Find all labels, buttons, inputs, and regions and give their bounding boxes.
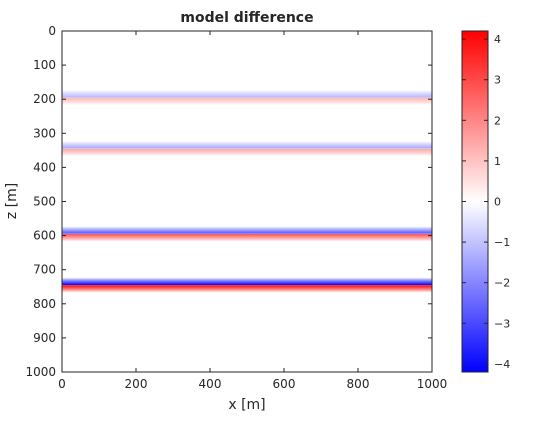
colorbar-tick-label: 1 <box>494 155 501 168</box>
z-tick-label: 400 <box>33 160 56 174</box>
z-tick-label: 600 <box>33 229 56 243</box>
x-tick-label: 400 <box>199 377 222 391</box>
interface-bands <box>62 89 432 293</box>
colorbar-tick-label: 3 <box>494 74 501 87</box>
x-tick-label: 1000 <box>417 377 448 391</box>
interface-band <box>62 141 432 157</box>
x-tick-label: 600 <box>273 377 296 391</box>
colorbar-tick-label: −2 <box>494 277 510 290</box>
x-axis-label: x [m] <box>228 397 265 413</box>
colorbar-tick-label: −1 <box>494 236 510 249</box>
z-tick-label: 200 <box>33 92 56 106</box>
z-tick-label: 0 <box>48 24 56 38</box>
interface-band <box>62 226 432 242</box>
colorbar-tick-label: 2 <box>494 114 501 127</box>
interface-band <box>62 277 432 293</box>
colorbar-tick-label: −3 <box>494 317 510 330</box>
colorbar-tick-label: 4 <box>494 33 501 46</box>
interface-band <box>62 89 432 105</box>
plot-area: 0 200 400 600 800 1000 0 100 200 300 400 500 600 700… <box>25 24 447 391</box>
z-tick-label: 800 <box>33 297 56 311</box>
z-tick-label: 700 <box>33 263 56 277</box>
x-tick-label: 200 <box>125 377 148 391</box>
z-tick-label: 300 <box>33 126 56 140</box>
x-tick-label: 800 <box>347 377 370 391</box>
chart-title: model difference <box>180 10 313 26</box>
colorbar-ticks: 4 3 2 1 0 −1 −2 −3 −4 <box>462 33 510 371</box>
z-tick-label: 500 <box>33 195 56 209</box>
plot-background <box>62 31 432 372</box>
z-tick-label: 900 <box>33 331 56 345</box>
colorbar: 4 3 2 1 0 −1 −2 −3 −4 <box>461 30 510 373</box>
z-tick-label: 100 <box>33 58 56 72</box>
colorbar-tick-label: −4 <box>494 358 510 371</box>
z-tick-label: 1000 <box>25 365 56 379</box>
x-axis-ticks: 0 200 400 600 800 1000 <box>58 31 447 391</box>
z-axis-ticks: 0 100 200 300 400 500 600 700 800 900 1000 <box>25 24 432 379</box>
colorbar-fill <box>462 31 488 372</box>
x-tick-label: 0 <box>58 377 66 391</box>
z-axis-label: z [m] <box>4 183 20 219</box>
colorbar-tick-label: 0 <box>494 196 501 209</box>
